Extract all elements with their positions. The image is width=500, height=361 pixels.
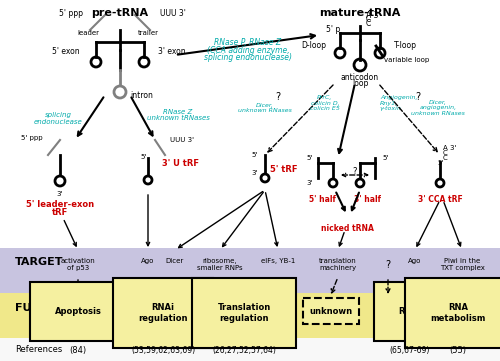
- Text: anticodon: anticodon: [341, 73, 379, 82]
- Text: 5': 5': [437, 160, 444, 166]
- Text: Dicer: Dicer: [166, 258, 184, 264]
- Text: 3' half: 3' half: [354, 195, 380, 204]
- Text: 3' exon: 3' exon: [158, 48, 186, 57]
- Text: A 3': A 3': [443, 145, 456, 151]
- FancyBboxPatch shape: [0, 338, 500, 361]
- Text: translation
machinery: translation machinery: [319, 258, 357, 271]
- Text: leader: leader: [77, 30, 99, 36]
- Text: 5' leader-exon: 5' leader-exon: [26, 200, 94, 209]
- Text: FUNCTION: FUNCTION: [15, 303, 79, 313]
- Text: 3' CCA tRF: 3' CCA tRF: [418, 195, 463, 204]
- FancyBboxPatch shape: [0, 248, 500, 293]
- Text: T-loop: T-loop: [394, 40, 417, 49]
- Text: 3': 3': [252, 170, 258, 176]
- Text: RNA
metabolism: RNA metabolism: [430, 303, 486, 323]
- Text: intron: intron: [130, 91, 153, 100]
- Text: unknown: unknown: [310, 306, 352, 316]
- Text: RNase P, RNase Z: RNase P, RNase Z: [214, 38, 282, 47]
- Text: Translation
regulation: Translation regulation: [218, 303, 270, 323]
- Text: pre-tRNA: pre-tRNA: [92, 8, 148, 18]
- Text: RNase Z
unknown tRNases: RNase Z unknown tRNases: [146, 109, 210, 122]
- Text: D-loop: D-loop: [301, 40, 326, 49]
- Text: Apoptosis: Apoptosis: [54, 306, 102, 316]
- FancyBboxPatch shape: [0, 293, 500, 338]
- Text: 5' half: 5' half: [308, 195, 336, 204]
- Text: splicing
endonuclease: splicing endonuclease: [34, 112, 82, 125]
- Text: (26,27,52,57,64): (26,27,52,57,64): [212, 345, 276, 355]
- Text: nicked tRNA: nicked tRNA: [320, 224, 374, 233]
- Text: 5' ppp: 5' ppp: [59, 9, 83, 17]
- Text: activation
of p53: activation of p53: [60, 258, 96, 271]
- Text: Dicer,
angiogenin,
unknown RNases: Dicer, angiogenin, unknown RNases: [411, 100, 465, 116]
- Text: UUU 3': UUU 3': [170, 137, 194, 143]
- Text: TARGET: TARGET: [15, 257, 64, 267]
- Text: RNAi: RNAi: [398, 306, 421, 316]
- Text: (CCA adding enzyme,: (CCA adding enzyme,: [206, 46, 290, 55]
- Text: (55): (55): [450, 345, 466, 355]
- Text: 5': 5': [252, 152, 258, 158]
- Text: 3': 3': [57, 191, 63, 197]
- Text: variable loop: variable loop: [384, 57, 429, 63]
- Text: tRF: tRF: [52, 208, 68, 217]
- Text: RNAi
regulation: RNAi regulation: [138, 303, 188, 323]
- Text: 3' U tRF: 3' U tRF: [162, 158, 199, 168]
- Text: (65,67-69): (65,67-69): [390, 345, 430, 355]
- Text: mature-tRNA: mature-tRNA: [320, 8, 400, 18]
- Text: 5': 5': [140, 154, 146, 160]
- Text: References: References: [15, 345, 62, 355]
- Text: ribosome,
smaller RNPs: ribosome, smaller RNPs: [197, 258, 243, 271]
- Text: ?: ?: [276, 92, 280, 102]
- Text: (53,59,62,63,69): (53,59,62,63,69): [131, 345, 195, 355]
- Text: Dicer,
unknown RNases: Dicer, unknown RNases: [238, 103, 292, 113]
- Text: 5': 5': [382, 155, 388, 161]
- Text: eIFs, YB-1: eIFs, YB-1: [261, 258, 295, 264]
- Text: PrrC,
colicin D,
colicin E5: PrrC, colicin D, colicin E5: [310, 95, 340, 111]
- Text: 5' exon: 5' exon: [52, 48, 80, 57]
- Text: 5' ppp: 5' ppp: [22, 135, 43, 141]
- Text: C: C: [366, 18, 371, 27]
- Text: Piwi in the
TXT complex: Piwi in the TXT complex: [440, 258, 484, 271]
- Text: ?: ?: [386, 260, 390, 270]
- Text: ?: ?: [416, 92, 420, 102]
- Text: 5' tRF: 5' tRF: [270, 165, 297, 174]
- Text: A 3': A 3': [366, 10, 380, 19]
- Text: C: C: [443, 150, 448, 156]
- Text: 5' p: 5' p: [326, 25, 340, 34]
- Text: trailer: trailer: [138, 30, 158, 36]
- Text: splicing endonuclease): splicing endonuclease): [204, 53, 292, 62]
- FancyBboxPatch shape: [303, 298, 359, 324]
- Text: Angiogenin,
Rny1,
γ-toxin: Angiogenin, Rny1, γ-toxin: [380, 95, 418, 111]
- Text: UUU 3': UUU 3': [160, 9, 186, 17]
- Text: ?: ?: [353, 166, 357, 175]
- Text: C: C: [366, 14, 371, 23]
- Text: 5': 5': [307, 155, 313, 161]
- Text: C: C: [443, 155, 448, 161]
- Text: loop: loop: [352, 78, 368, 87]
- Text: Ago: Ago: [142, 258, 154, 264]
- Text: (84): (84): [70, 345, 86, 355]
- Text: 3': 3': [306, 180, 313, 186]
- Text: Ago: Ago: [408, 258, 422, 264]
